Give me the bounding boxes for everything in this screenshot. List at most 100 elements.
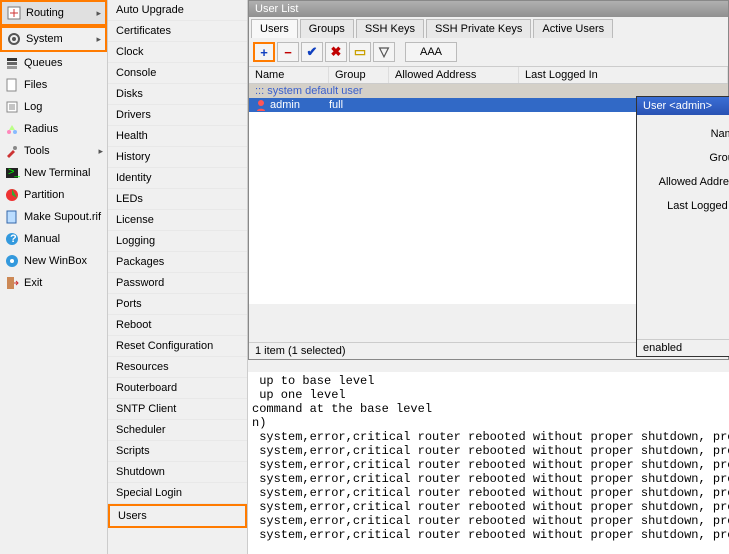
terminal-output: up to base level up one level command at… — [248, 372, 729, 554]
sidebar-item-label: System — [26, 33, 92, 45]
submenu-item-history[interactable]: History — [108, 147, 247, 168]
submenu-arrow-icon: ▸ — [98, 146, 103, 157]
sidebar-item-label: New WinBox — [24, 255, 103, 267]
toolbar: + − ✔ ✖ ▭ ▽ AAA — [249, 38, 728, 67]
submenu-item-shutdown[interactable]: Shutdown — [108, 462, 247, 483]
sidebar-item-label: Queues — [24, 57, 103, 69]
log-icon — [4, 99, 20, 115]
submenu-item-password[interactable]: Password — [108, 273, 247, 294]
left-sidebar: Routing ▸ System ▸ Queues Files Log Radi… — [0, 0, 108, 554]
sidebar-item-label: Partition — [24, 189, 103, 201]
column-allowed-address[interactable]: Allowed Address — [389, 67, 519, 83]
column-last-logged-in[interactable]: Last Logged In — [519, 67, 728, 83]
disable-button[interactable]: ✖ — [325, 42, 347, 62]
tab-active-users[interactable]: Active Users — [533, 19, 613, 38]
submenu-item-reboot[interactable]: Reboot — [108, 315, 247, 336]
winbox-icon — [4, 253, 20, 269]
sidebar-item-label: Log — [24, 101, 103, 113]
submenu-item-special-login[interactable]: Special Login — [108, 483, 247, 504]
enable-button[interactable]: ✔ — [301, 42, 323, 62]
submenu-item-packages[interactable]: Packages — [108, 252, 247, 273]
cell-name: admin — [270, 99, 300, 111]
sidebar-item-routing[interactable]: Routing ▸ — [0, 0, 107, 26]
tab-ssh-private-keys[interactable]: SSH Private Keys — [426, 19, 531, 38]
column-name[interactable]: Name — [249, 67, 329, 83]
sidebar-item-label: Files — [24, 79, 103, 91]
submenu-item-scripts[interactable]: Scripts — [108, 441, 247, 462]
sidebar-item-system[interactable]: System ▸ — [0, 26, 107, 52]
submenu-item-resources[interactable]: Resources — [108, 357, 247, 378]
column-group[interactable]: Group — [329, 67, 389, 83]
sidebar-item-label: Manual — [24, 233, 103, 245]
sidebar-item-manual[interactable]: ? Manual — [0, 228, 107, 250]
tools-icon — [4, 143, 20, 159]
main-area: User List UsersGroupsSSH KeysSSH Private… — [248, 0, 729, 554]
comment-button[interactable]: ▭ — [349, 42, 371, 62]
window-title: User List — [249, 1, 728, 17]
remove-button[interactable]: − — [277, 42, 299, 62]
file-icon — [4, 77, 20, 93]
sidebar-item-tools[interactable]: Tools ▸ — [0, 140, 107, 162]
terminal-icon: >_ — [4, 165, 20, 181]
gear-icon — [6, 31, 22, 47]
sidebar-item-new-winbox[interactable]: New WinBox — [0, 250, 107, 272]
submenu-arrow-icon: ▸ — [96, 34, 101, 45]
submenu-item-routerboard[interactable]: Routerboard — [108, 378, 247, 399]
sidebar-item-log[interactable]: Log — [0, 96, 107, 118]
submenu-item-certificates[interactable]: Certificates — [108, 21, 247, 42]
name-label: Name: — [645, 128, 729, 140]
aaa-button[interactable]: AAA — [405, 42, 457, 62]
submenu-item-console[interactable]: Console — [108, 63, 247, 84]
tab-ssh-keys[interactable]: SSH Keys — [356, 19, 424, 38]
sidebar-item-radius[interactable]: Radius — [0, 118, 107, 140]
svg-text:?: ? — [10, 233, 17, 245]
sidebar-item-label: Routing — [26, 7, 92, 19]
submenu-item-license[interactable]: License — [108, 210, 247, 231]
table-header: Name Group Allowed Address Last Logged I… — [249, 67, 728, 84]
svg-text:>_: >_ — [8, 166, 20, 178]
submenu-item-drivers[interactable]: Drivers — [108, 105, 247, 126]
sidebar-item-partition[interactable]: Partition — [0, 184, 107, 206]
sidebar-item-supout[interactable]: Make Supout.rif — [0, 206, 107, 228]
submenu-arrow-icon: ▸ — [96, 8, 101, 19]
sidebar-item-files[interactable]: Files — [0, 74, 107, 96]
supout-icon — [4, 209, 20, 225]
radius-icon — [4, 121, 20, 137]
partition-icon — [4, 187, 20, 203]
user-icon — [255, 99, 267, 111]
dialog-title-text: User <admin> — [643, 100, 712, 112]
last-logged-label: Last Logged In: — [645, 200, 729, 212]
cell-group: full — [329, 99, 389, 111]
user-dialog: User <admin> ▫ ✕ Name: Group: ▾ Allowed … — [636, 96, 729, 357]
filter-button[interactable]: ▽ — [373, 42, 395, 62]
tabs: UsersGroupsSSH KeysSSH Private KeysActiv… — [249, 17, 728, 38]
add-button[interactable]: + — [253, 42, 275, 62]
sidebar-item-label: Radius — [24, 123, 103, 135]
queue-icon — [4, 55, 20, 71]
submenu-item-health[interactable]: Health — [108, 126, 247, 147]
submenu-item-reset-configuration[interactable]: Reset Configuration — [108, 336, 247, 357]
sidebar-item-exit[interactable]: Exit — [0, 272, 107, 294]
sidebar-item-new-terminal[interactable]: >_ New Terminal — [0, 162, 107, 184]
submenu-item-ports[interactable]: Ports — [108, 294, 247, 315]
submenu-item-clock[interactable]: Clock — [108, 42, 247, 63]
tab-users[interactable]: Users — [251, 19, 298, 38]
submenu-item-identity[interactable]: Identity — [108, 168, 247, 189]
tab-groups[interactable]: Groups — [300, 19, 354, 38]
manual-icon: ? — [4, 231, 20, 247]
submenu-item-logging[interactable]: Logging — [108, 231, 247, 252]
submenu-item-sntp-client[interactable]: SNTP Client — [108, 399, 247, 420]
dialog-titlebar: User <admin> ▫ ✕ — [637, 97, 729, 115]
submenu-item-auto-upgrade[interactable]: Auto Upgrade — [108, 0, 247, 21]
dialog-status: enabled — [637, 339, 729, 356]
submenu-item-users[interactable]: Users — [108, 504, 247, 528]
sidebar-item-queues[interactable]: Queues — [0, 52, 107, 74]
submenu-item-disks[interactable]: Disks — [108, 84, 247, 105]
system-submenu: Auto UpgradeCertificatesClockConsoleDisk… — [108, 0, 248, 554]
submenu-item-scheduler[interactable]: Scheduler — [108, 420, 247, 441]
route-icon — [6, 5, 22, 21]
sidebar-item-label: Make Supout.rif — [24, 211, 103, 223]
address-label: Allowed Address: — [645, 176, 729, 188]
submenu-item-leds[interactable]: LEDs — [108, 189, 247, 210]
sidebar-item-label: Exit — [24, 277, 103, 289]
